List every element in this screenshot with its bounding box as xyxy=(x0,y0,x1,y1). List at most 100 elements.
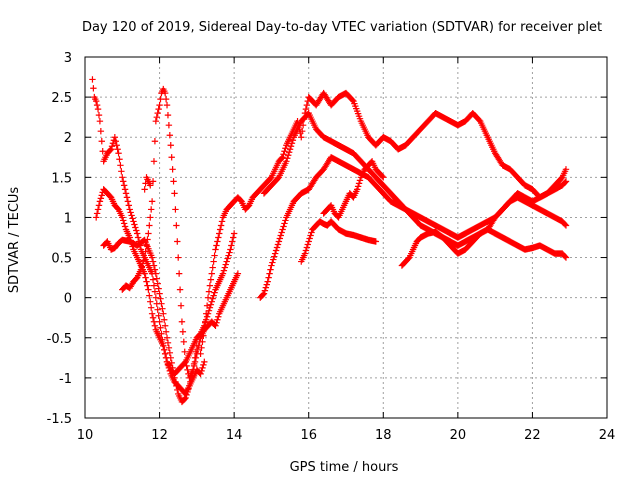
data-point xyxy=(156,318,163,325)
data-point xyxy=(163,334,171,341)
data-point xyxy=(280,151,287,158)
data-point xyxy=(164,339,172,346)
series-sat-e xyxy=(141,174,154,193)
data-point xyxy=(182,394,189,402)
data-point xyxy=(140,257,147,264)
data-point xyxy=(174,386,181,394)
data-point xyxy=(222,261,229,268)
data-point xyxy=(162,95,170,103)
data-point xyxy=(234,270,242,277)
data-point xyxy=(120,182,128,189)
data-point xyxy=(285,149,293,156)
series-sat-k xyxy=(398,178,570,269)
data-point xyxy=(262,284,270,291)
data-point xyxy=(192,348,200,356)
data-point xyxy=(146,292,153,299)
data-point xyxy=(145,230,152,237)
data-markers xyxy=(89,76,570,406)
data-point xyxy=(562,254,570,261)
data-point xyxy=(264,278,271,285)
data-point xyxy=(119,214,126,221)
data-point xyxy=(199,364,206,372)
data-point xyxy=(97,128,105,135)
data-point xyxy=(562,166,570,173)
data-point xyxy=(129,215,136,222)
data-point xyxy=(173,382,180,390)
data-point xyxy=(99,148,106,155)
data-point xyxy=(562,178,570,185)
data-point xyxy=(141,186,148,193)
y-tick-label: -1.5 xyxy=(47,412,72,427)
data-point xyxy=(268,262,275,269)
data-point xyxy=(187,378,194,386)
data-point xyxy=(201,326,208,333)
data-point xyxy=(157,95,164,103)
data-point xyxy=(303,244,311,251)
data-point xyxy=(124,198,132,205)
data-point xyxy=(226,249,233,256)
data-point xyxy=(186,382,193,390)
x-tick-label: 16 xyxy=(300,428,317,443)
data-point xyxy=(112,138,119,145)
data-point xyxy=(199,338,206,345)
data-point xyxy=(148,254,156,261)
data-point xyxy=(92,214,100,221)
x-tick-label: 20 xyxy=(450,428,467,443)
data-point xyxy=(120,220,128,227)
data-point xyxy=(289,137,297,144)
data-point xyxy=(228,242,235,249)
data-point xyxy=(202,318,209,325)
data-point xyxy=(156,290,163,297)
grid-lines xyxy=(84,56,608,419)
data-point xyxy=(132,224,139,231)
data-point xyxy=(280,223,287,230)
data-point xyxy=(141,254,148,261)
data-point xyxy=(180,338,188,345)
data-point xyxy=(274,241,282,248)
data-point xyxy=(259,291,267,298)
data-point xyxy=(151,288,159,295)
data-point xyxy=(200,361,207,369)
data-point xyxy=(261,287,269,294)
data-point xyxy=(93,210,101,217)
data-point xyxy=(123,194,131,201)
data-point xyxy=(150,318,158,325)
data-point xyxy=(287,143,295,150)
data-point xyxy=(165,344,173,352)
data-point xyxy=(225,252,232,259)
data-point xyxy=(302,105,310,113)
data-point xyxy=(125,202,133,209)
data-point xyxy=(106,147,114,154)
data-point xyxy=(229,238,236,245)
data-point xyxy=(117,162,124,169)
data-point xyxy=(561,253,569,260)
data-point xyxy=(230,234,237,241)
data-point xyxy=(182,358,189,366)
data-point xyxy=(185,385,192,393)
series-sat-c xyxy=(100,236,242,406)
data-point xyxy=(203,313,211,320)
data-point xyxy=(184,388,191,396)
data-point xyxy=(143,242,150,249)
data-point xyxy=(216,226,224,233)
data-point xyxy=(181,348,188,356)
data-point xyxy=(130,218,137,225)
data-point xyxy=(201,358,208,366)
data-point xyxy=(156,101,163,109)
data-point xyxy=(133,227,140,234)
data-point xyxy=(171,190,178,197)
data-point xyxy=(168,359,175,367)
data-point xyxy=(139,260,146,267)
data-point xyxy=(173,222,180,229)
data-point xyxy=(215,313,222,320)
data-point xyxy=(220,267,228,274)
data-point xyxy=(146,222,153,229)
data-point xyxy=(200,332,207,339)
data-point xyxy=(159,305,166,312)
data-point xyxy=(176,286,184,293)
data-point xyxy=(147,304,155,311)
data-point xyxy=(212,246,219,253)
data-point xyxy=(154,306,161,313)
y-tick-label: -0.5 xyxy=(47,332,72,347)
